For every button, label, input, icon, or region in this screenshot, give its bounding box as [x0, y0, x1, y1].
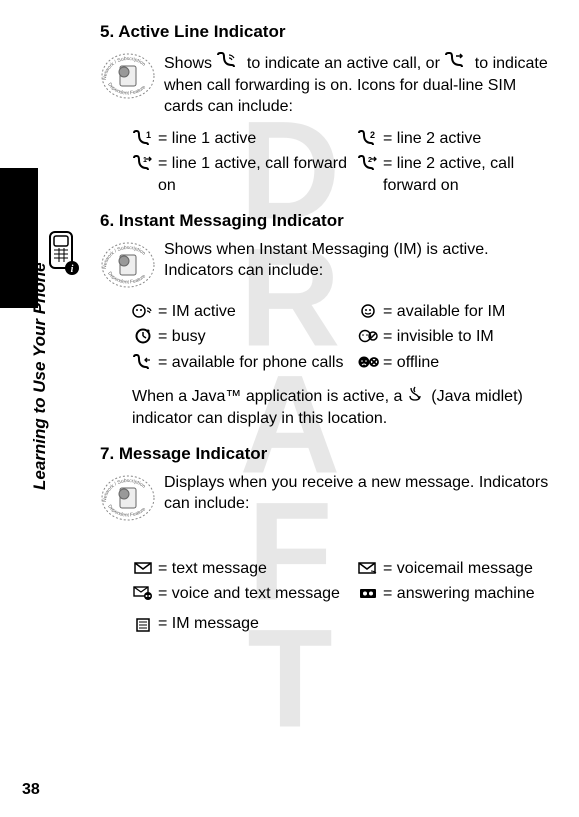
table-row: = IM active = available for IM — [132, 301, 559, 323]
table-row: = text message = voicemail message — [132, 558, 559, 580]
svg-text:1: 1 — [146, 130, 151, 140]
table-row: = available for phone calls = offline — [132, 352, 559, 374]
section-7-body-row: Network / Subscription Dependent Feature… — [100, 472, 559, 524]
icon-label: = line 2 active, call forward on — [383, 153, 559, 196]
icon-label: = line 1 active — [158, 128, 256, 150]
feature-badge-icon: Network / Subscription Dependent Feature — [100, 50, 156, 102]
invisible-im-icon — [357, 328, 379, 344]
table-row: 1 = line 1 active 2 = line 2 active — [132, 128, 559, 150]
sidebar-chapter-title: Learning to Use Your Phone — [30, 262, 50, 490]
table-row: 1 = line 1 active, call forward on 2 = l… — [132, 153, 559, 196]
icon-label: = IM message — [158, 615, 259, 633]
im-active-icon — [132, 303, 154, 319]
section-6-body-row: Network / Subscription Dependent Feature… — [100, 239, 559, 291]
section-7-body-text: Displays when you receive a new message.… — [164, 472, 559, 515]
icon-label: = text message — [158, 558, 267, 580]
icon-label: = voice and text message — [158, 583, 340, 605]
line-1-active-icon: 1 — [132, 130, 154, 146]
svg-text:2: 2 — [368, 157, 372, 164]
offline-icon — [357, 354, 379, 370]
icon-label: = answering machine — [383, 583, 535, 605]
icon-label: = voicemail message — [383, 558, 533, 580]
line-2-forward-icon: 2 — [357, 155, 379, 171]
table-row: = busy = invisible to IM — [132, 326, 559, 348]
section-6-body-text: Shows when Instant Messaging (IM) is act… — [164, 239, 559, 282]
section-5-heading: 5. Active Line Indicator — [100, 22, 559, 42]
active-call-icon — [216, 52, 238, 68]
icon-label: = available for phone calls — [158, 352, 343, 374]
text-message-icon — [132, 560, 154, 576]
available-im-icon — [357, 303, 379, 319]
table-row: = voice and text message = answering mac… — [132, 583, 559, 605]
section-5-body-text: Shows to indicate an active call, or to … — [164, 50, 559, 118]
section-6-icon-table: = IM active = available for IM = busy = … — [132, 301, 559, 374]
icon-label: = line 2 active — [383, 128, 481, 150]
line-1-forward-icon: 1 — [132, 155, 154, 171]
answering-machine-icon — [357, 585, 379, 601]
section-5-body-row: Network / Subscription Dependent Feature… — [100, 50, 559, 118]
section-5-icon-table: 1 = line 1 active 2 = line 2 active 1 = … — [132, 128, 559, 197]
svg-text:1: 1 — [143, 157, 147, 164]
voicemail-message-icon — [357, 560, 379, 576]
phone-info-icon: i — [42, 230, 82, 275]
voice-text-message-icon — [132, 585, 154, 601]
section-7-heading: 7. Message Indicator — [100, 444, 559, 464]
call-forward-icon — [444, 52, 466, 68]
svg-text:i: i — [71, 264, 74, 275]
icon-label: = offline — [383, 352, 439, 374]
section-7-last-item: = IM message — [132, 615, 559, 633]
page-content: 5. Active Line Indicator Network / Subsc… — [100, 8, 559, 633]
feature-badge-icon: Network / Subscription Dependent Feature — [100, 472, 156, 524]
icon-label: = line 1 active, call forward on — [158, 153, 357, 196]
feature-badge-icon: Network / Subscription Dependent Feature — [100, 239, 156, 291]
svg-text:2: 2 — [370, 130, 375, 140]
icon-label: = IM active — [158, 301, 236, 323]
icon-label: = invisible to IM — [383, 326, 494, 348]
section-6-note: When a Java™ application is active, a (J… — [132, 383, 559, 429]
icon-label: = busy — [158, 326, 206, 348]
busy-icon — [132, 328, 154, 344]
section-7-icon-table: = text message = voicemail message = voi… — [132, 558, 559, 605]
section-6-heading: 6. Instant Messaging Indicator — [100, 211, 559, 231]
icon-label: = available for IM — [383, 301, 505, 323]
line-2-active-icon: 2 — [357, 130, 379, 146]
page-number: 38 — [22, 781, 40, 799]
available-phone-icon — [132, 354, 154, 370]
java-midlet-icon — [407, 385, 423, 401]
im-message-icon — [132, 617, 154, 633]
